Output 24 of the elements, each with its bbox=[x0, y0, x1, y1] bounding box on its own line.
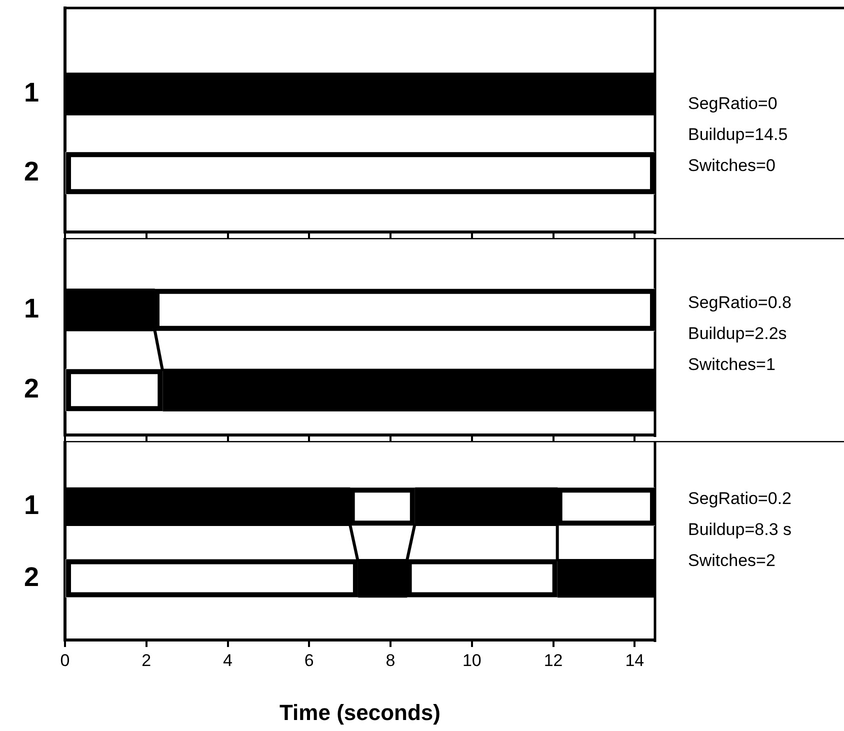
y-tick-label: 1 bbox=[24, 77, 39, 108]
x-tick-label: 8 bbox=[386, 650, 396, 670]
x-tick-label: 6 bbox=[304, 650, 314, 670]
text: Buildup=8.3 s bbox=[688, 519, 792, 541]
x-tick-label: 14 bbox=[625, 650, 644, 670]
text: Buildup=14.5 bbox=[688, 124, 788, 146]
text: SegRatio=0 bbox=[688, 93, 778, 115]
text: Buildup=2.2s bbox=[688, 323, 788, 345]
x-tick-label: 4 bbox=[223, 650, 232, 670]
text: Switches=1 bbox=[688, 354, 776, 376]
x-tick-label: 12 bbox=[544, 650, 563, 670]
y-tick-label: 1 bbox=[24, 293, 39, 324]
text: Switches=0 bbox=[688, 155, 776, 177]
x-tick-label: 2 bbox=[142, 650, 152, 670]
y-tick-label: 1 bbox=[24, 490, 39, 520]
text: Switches=2 bbox=[688, 550, 776, 572]
x-tick-label: 10 bbox=[462, 650, 482, 670]
x-axis-title: Time (seconds) bbox=[280, 700, 440, 725]
y-tick-label: 2 bbox=[24, 156, 39, 187]
text: SegRatio=0.2 bbox=[688, 488, 792, 510]
x-tick-label: 0 bbox=[60, 650, 70, 670]
y-tick-label: 2 bbox=[24, 562, 39, 592]
y-tick-label: 2 bbox=[24, 374, 39, 404]
text: SegRatio=0.8 bbox=[688, 292, 792, 314]
